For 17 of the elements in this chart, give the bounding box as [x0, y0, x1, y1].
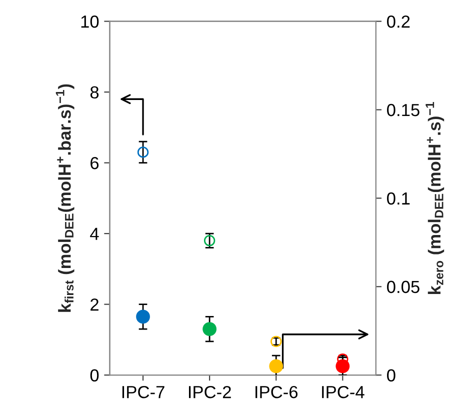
y2-axis-title: k$_{zero}$ (mol$_{DEE}$(molH$^{+}$.s)$^{−1}$: [426, 102, 444, 294]
y-tick-label: 2: [90, 298, 98, 311]
x-tick-label: IPC-6: [256, 386, 298, 398]
y-tick-label: 6: [90, 156, 99, 170]
y2-tick-label: 0.05: [387, 280, 420, 294]
y2-tick-label: 0.15: [387, 104, 420, 116]
y2-tick-label: 0.1: [387, 192, 410, 205]
x-tick-label: IPC-2: [188, 386, 231, 398]
y-tick-label: 8: [90, 86, 99, 99]
y-tick-label: 4: [90, 228, 99, 240]
y-tick-label: 10: [81, 15, 99, 28]
y2-tick-label: 0.2: [387, 15, 410, 28]
x-tick-label: IPC-7: [122, 386, 164, 398]
y2-tick-label: 0: [387, 369, 396, 382]
x-tick-label: IPC-4: [322, 386, 364, 398]
text: k$_{first}$ (mol$_{DEE}$(molH$^{+}$.bar.s)$^{−1}$): [56, 84, 74, 312]
y-tick-label: 0: [90, 369, 99, 382]
